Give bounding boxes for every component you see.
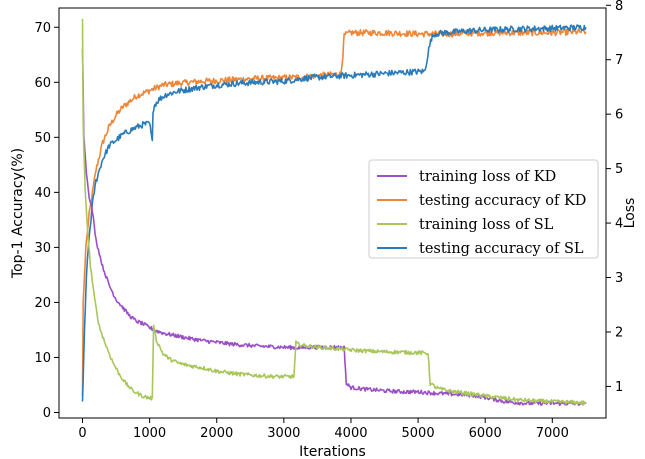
legend-entry-label: testing accuracy of SL xyxy=(419,241,584,257)
series-line-1 xyxy=(81,28,587,397)
y-right-tick-label: 3 xyxy=(615,271,623,286)
x-tick-label: 2000 xyxy=(200,426,233,441)
series-line-0 xyxy=(81,48,587,407)
x-axis: 0 1000 2000 3000 4000 5000 6000 7000 xyxy=(78,418,569,441)
y-axis-left-title: Top-1 Accuracy(%) xyxy=(10,148,26,279)
legend-entry-label: training loss of SL xyxy=(419,217,554,233)
plot-frame xyxy=(58,7,607,419)
series-layer xyxy=(81,18,587,407)
legend-entry-label: training loss of KD xyxy=(419,169,556,185)
legend-box xyxy=(368,159,599,259)
y-right-tick-label: 8 xyxy=(615,0,623,14)
y-left-tick-label: 20 xyxy=(34,296,51,311)
x-tick-label: 3000 xyxy=(267,426,300,441)
y-right-tick-label: 5 xyxy=(615,162,623,177)
y-right-tick-label: 6 xyxy=(615,108,623,123)
series-line-3 xyxy=(81,24,587,402)
y-right-tick-label: 4 xyxy=(615,217,623,232)
y-axis-right-title: Loss xyxy=(622,198,638,229)
y-left-tick-label: 30 xyxy=(34,241,51,256)
y-left-tick-label: 50 xyxy=(34,131,51,146)
y-left-tick-label: 10 xyxy=(34,351,51,366)
x-axis-title: Iterations xyxy=(299,444,366,459)
y-left-tick-label: 60 xyxy=(34,76,51,91)
y-left-tick-label: 40 xyxy=(34,186,51,201)
y-left-tick-label: 70 xyxy=(34,21,51,36)
x-tick-label: 7000 xyxy=(536,426,569,441)
legend: training loss of KD testing accuracy of K… xyxy=(368,159,599,259)
series-line-2 xyxy=(81,18,587,405)
x-tick-label: 5000 xyxy=(402,426,435,441)
x-tick-label: 0 xyxy=(78,426,86,441)
y-right-tick-label: 7 xyxy=(615,53,623,68)
y-right-tick-label: 2 xyxy=(615,325,623,340)
x-tick-label: 6000 xyxy=(469,426,502,441)
legend-entry-label: testing accuracy of KD xyxy=(419,193,586,209)
x-tick-label: 1000 xyxy=(133,426,166,441)
y-right-tick-label: 1 xyxy=(615,380,623,395)
y-axis-left: 0 10 20 30 40 50 60 70 xyxy=(34,21,59,421)
y-left-tick-label: 0 xyxy=(43,406,51,421)
y-axis-right: 1 2 3 4 5 6 7 8 xyxy=(606,0,623,395)
x-tick-label: 4000 xyxy=(334,426,367,441)
